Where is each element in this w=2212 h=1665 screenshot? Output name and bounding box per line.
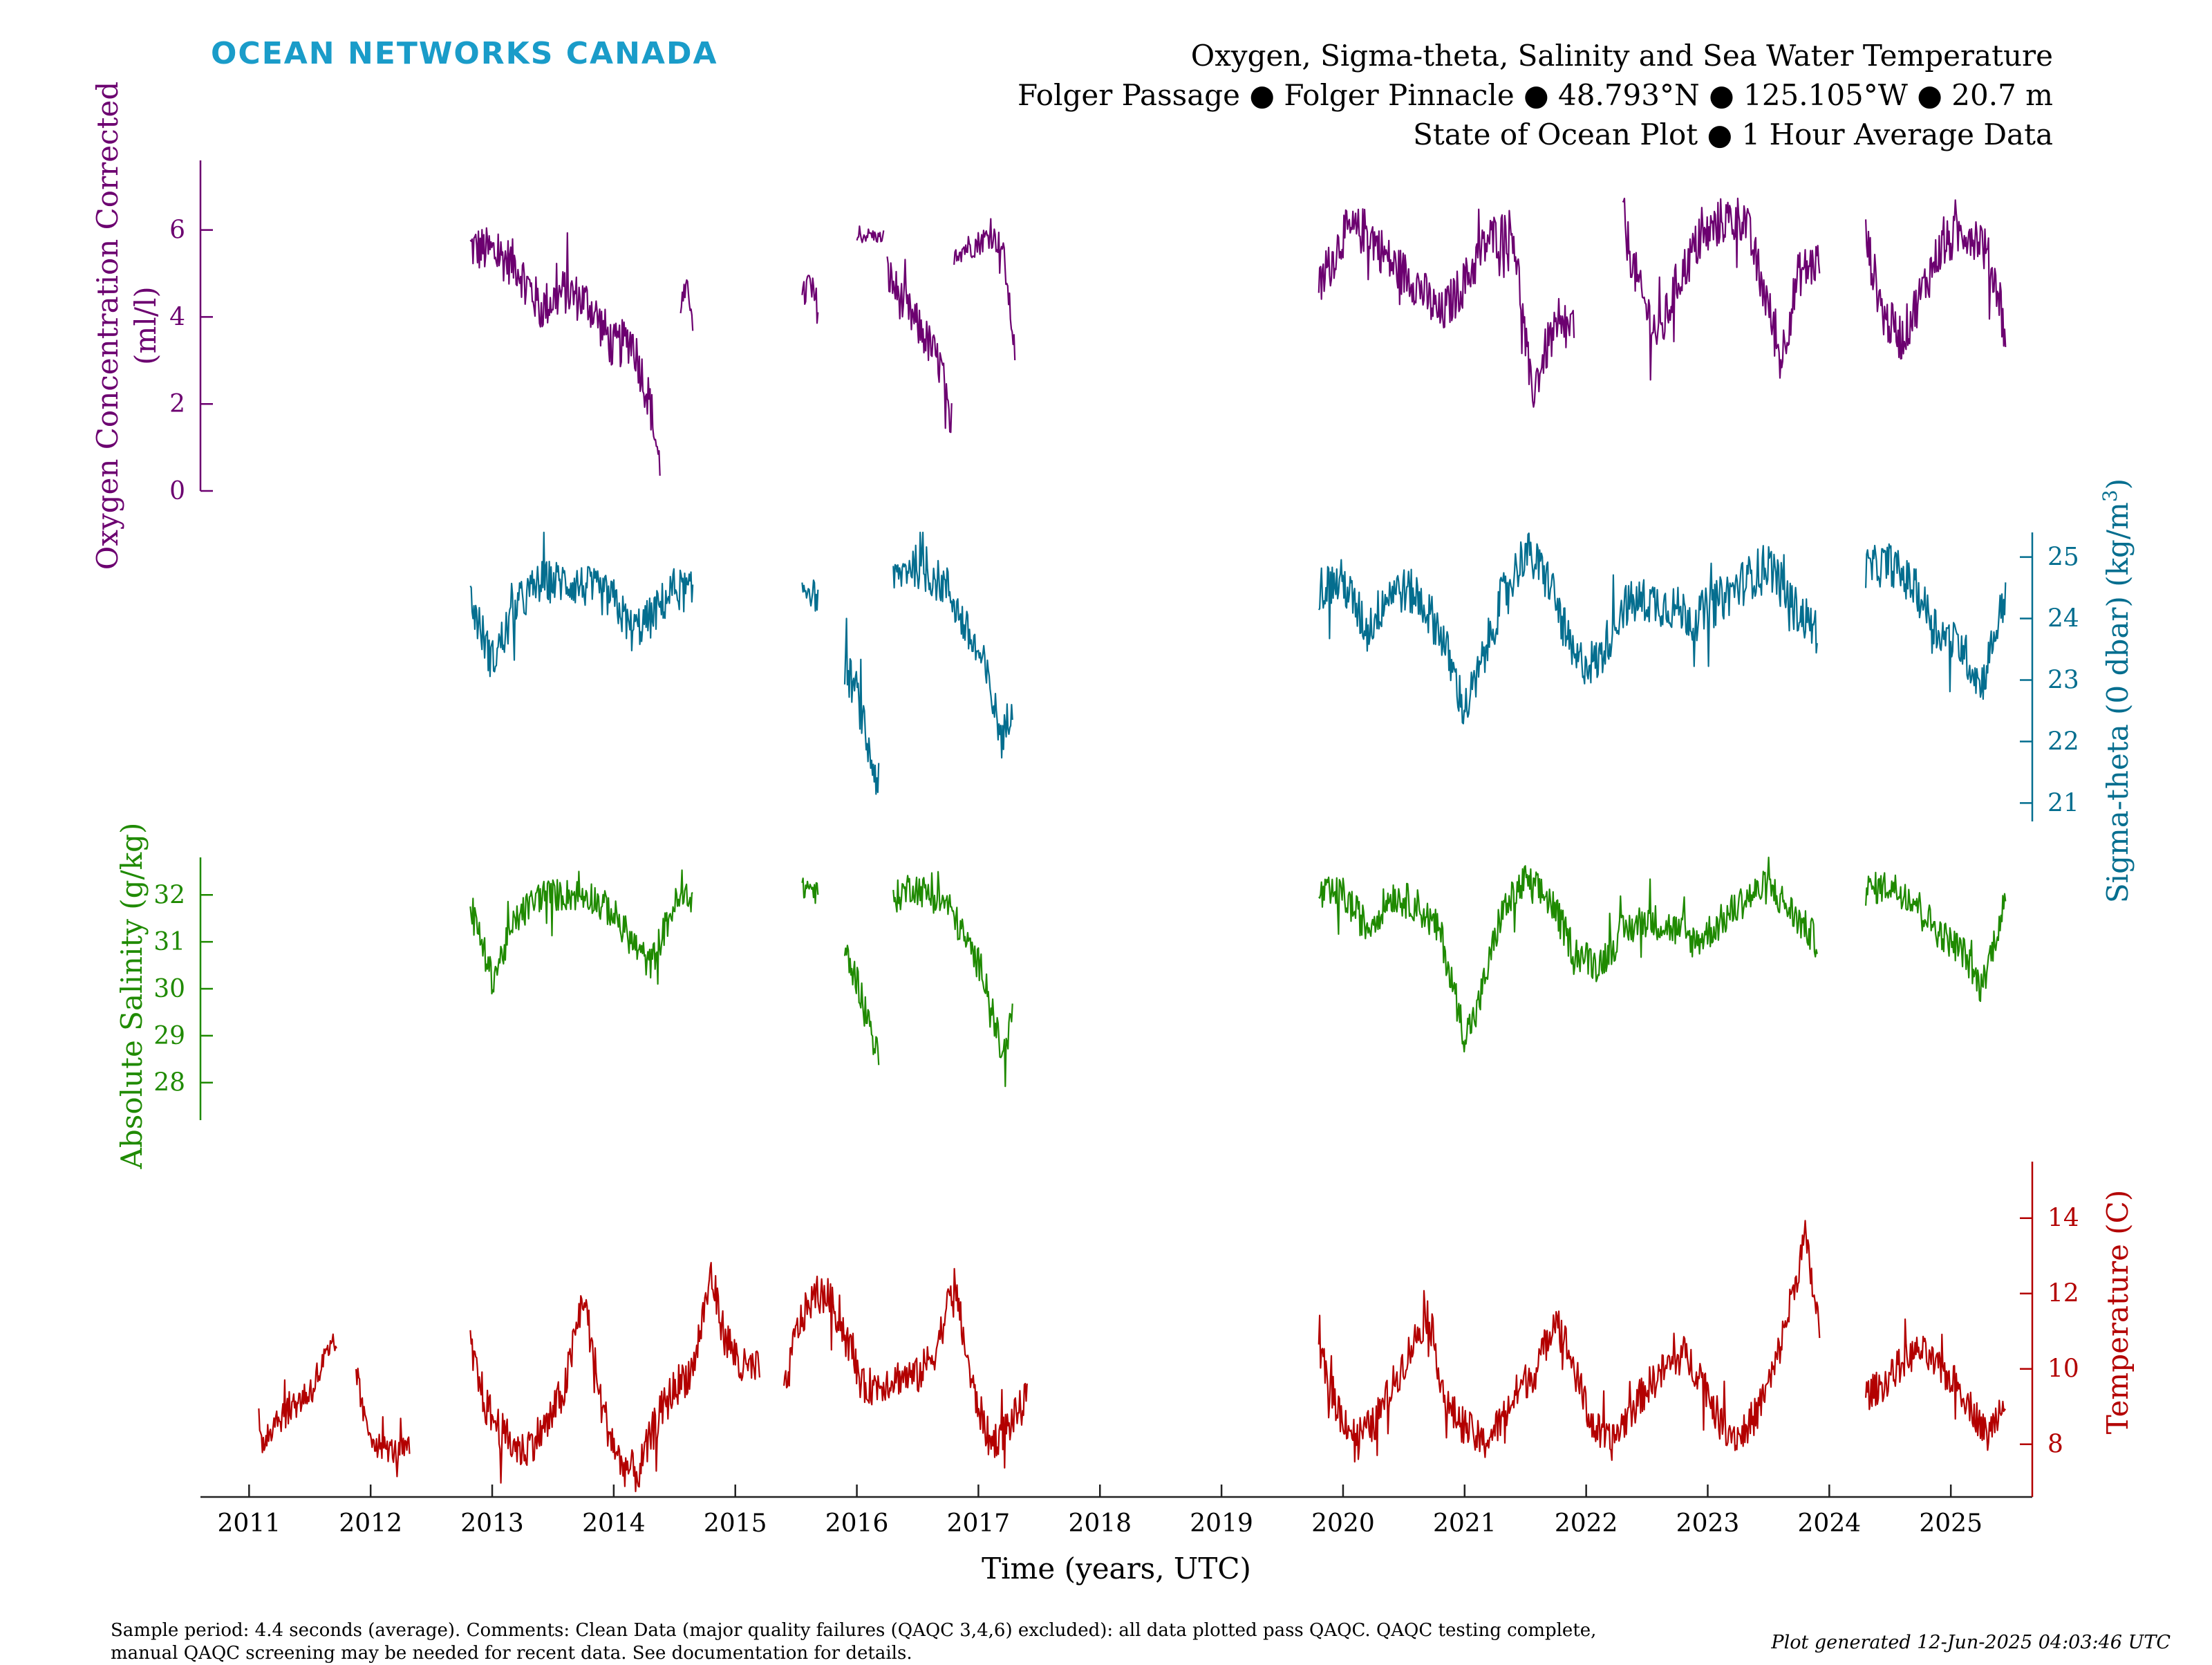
salinity-series-segment — [843, 945, 880, 1066]
sigma-series-segment — [843, 617, 880, 795]
x-tick-label: 2024 — [1798, 1509, 1862, 1538]
salinity-series — [469, 856, 2007, 1088]
salinity-tick-label: 28 — [153, 1069, 185, 1097]
x-tick-label: 2012 — [339, 1509, 402, 1538]
salinity-axis-label: Absolute Salinity (g/kg) — [115, 823, 149, 1170]
oxygen-series-segment — [1622, 197, 1821, 381]
x-tick-label: 2013 — [460, 1509, 524, 1538]
sigma-tick-label: 25 — [2047, 543, 2079, 572]
oxygen-series-segment — [469, 227, 661, 476]
sigma-series-segment — [892, 531, 1013, 759]
x-tick-label: 2017 — [947, 1509, 1011, 1538]
sigma-axis-label: Sigma-theta (0 dbar) (kg/m3) — [2099, 478, 2135, 903]
sigma-series-segment — [1865, 543, 2007, 700]
sigma-tick-label: 23 — [2047, 666, 2079, 694]
title-line-1: Oxygen, Sigma-theta, Salinity and Sea Wa… — [1190, 39, 2053, 73]
oxygen-series-segment — [856, 225, 885, 243]
footer-comments: Sample period: 4.4 seconds (average). Co… — [111, 1619, 1756, 1665]
sigma-axis-label-end: ) — [2101, 478, 2135, 490]
x-tick-label: 2011 — [218, 1509, 281, 1538]
sigma-axis-label-superscript: 3 — [2099, 490, 2121, 502]
x-tick-label: 2019 — [1190, 1509, 1253, 1538]
salinity-series-segment — [1865, 871, 2007, 1003]
temperature-tick-label: 12 — [2047, 1280, 2079, 1308]
sigma-series-segment — [1318, 532, 1818, 725]
salinity-tick-label: 31 — [153, 928, 185, 956]
footer-comments-line-2: manual QAQC screening may be needed for … — [111, 1643, 912, 1664]
oxygen-tick-label: 6 — [169, 216, 185, 245]
x-tick-label: 2021 — [1433, 1509, 1497, 1538]
sigma-series-segment — [469, 531, 694, 678]
oxygen-series-segment — [1865, 199, 2007, 360]
salinity-series-segment — [892, 871, 1013, 1088]
x-tick-label: 2022 — [1555, 1509, 1618, 1538]
x-tick-label: 2014 — [582, 1509, 646, 1538]
oxygen-series-segment — [886, 256, 953, 434]
plot-generated-timestamp: Plot generated 12-Jun-2025 04:03:46 UTC — [1771, 1632, 2171, 1653]
salinity-tick-label: 30 — [153, 975, 185, 1003]
temperature-tick-label: 14 — [2047, 1204, 2079, 1233]
oxygen-tick-label: 2 — [169, 390, 185, 418]
temperature-series-segment — [469, 1261, 760, 1493]
oxygen-axis-label-line-2: (ml/l) — [129, 286, 162, 365]
title-line-2: Folger Passage ● Folger Pinnacle ● 48.79… — [1017, 78, 2053, 112]
temperature-tick-label: 10 — [2047, 1355, 2079, 1384]
temperature-series-segment — [1318, 1220, 1821, 1463]
sigma-series — [469, 531, 2007, 795]
x-tick-label: 2023 — [1676, 1509, 1740, 1538]
sigma-tick-label: 22 — [2047, 727, 2079, 756]
title-line-3: State of Ocean Plot ● 1 Hour Average Dat… — [1413, 118, 2053, 151]
salinity-tick-label: 29 — [153, 1022, 185, 1050]
oxygen-tick-label: 0 — [169, 477, 185, 505]
oxygen-series — [469, 197, 2007, 476]
temperature-tick-label: 8 — [2047, 1431, 2063, 1459]
x-tick-label: 2016 — [825, 1509, 889, 1538]
salinity-series-segment — [469, 869, 693, 995]
footer-comments-line-1: Sample period: 4.4 seconds (average). Co… — [111, 1620, 1597, 1641]
temperature-series-segment — [783, 1267, 1028, 1469]
oxygen-series-segment — [1318, 208, 1575, 408]
temperature-series-segment — [1865, 1318, 2007, 1451]
x-tick-label: 2025 — [1919, 1509, 1983, 1538]
title-block: Oxygen, Sigma-theta, Salinity and Sea Wa… — [1018, 36, 2053, 154]
x-tick-label: 2015 — [704, 1509, 767, 1538]
brand-logo: OCEAN NETWORKS CANADA — [211, 36, 718, 71]
sigma-axis-label-main: Sigma-theta (0 dbar) (kg/m — [2101, 502, 2135, 903]
sigma-tick-label: 21 — [2047, 789, 2079, 817]
salinity-series-segment — [801, 877, 819, 904]
oxygen-series-segment — [679, 279, 694, 331]
oxygen-series-segment — [953, 218, 1016, 361]
oxygen-series-segment — [801, 275, 819, 324]
oxygen-tick-label: 4 — [169, 303, 185, 331]
x-tick-label: 2020 — [1311, 1509, 1375, 1538]
salinity-tick-label: 32 — [153, 881, 185, 909]
oxygen-axis-label-line-1: Oxygen Concentration Corrected — [91, 82, 124, 570]
x-axis-label: Time (years, UTC) — [982, 1552, 1251, 1585]
temperature-axis-label: Temperature (C) — [2101, 1190, 2135, 1434]
sigma-tick-label: 24 — [2047, 605, 2079, 633]
x-tick-label: 2018 — [1068, 1509, 1132, 1538]
temperature-series-segment — [355, 1367, 411, 1478]
temperature-series — [258, 1220, 2007, 1493]
temperature-series-segment — [258, 1333, 337, 1453]
salinity-series-segment — [1318, 856, 1818, 1053]
sigma-series-segment — [801, 579, 819, 612]
